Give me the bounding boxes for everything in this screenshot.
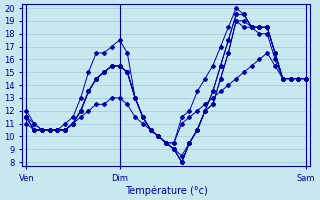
X-axis label: Température (°c): Température (°c) xyxy=(125,185,208,196)
